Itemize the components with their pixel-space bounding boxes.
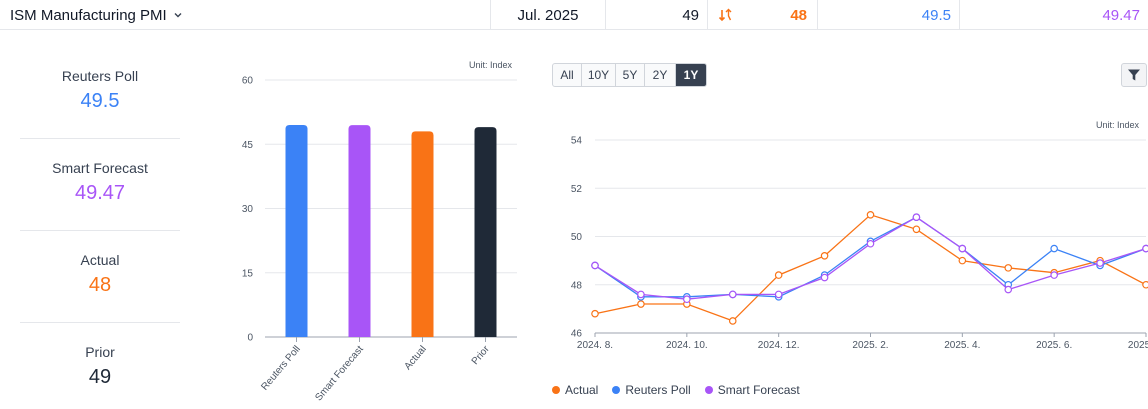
data-point-actual	[820, 252, 829, 260]
series-line-actual	[594, 214, 1147, 322]
bar-chart-x-tick-label: Prior	[470, 343, 492, 367]
data-point-smart-forecast	[1050, 271, 1058, 279]
stat-label: Actual	[80, 252, 120, 268]
data-point-smart-forecast	[958, 244, 967, 253]
line-chart-x-tick-label: 2025. 4.	[944, 340, 980, 350]
filter-icon	[1128, 69, 1140, 81]
line-chart-y-tick-label: 50	[571, 232, 583, 243]
bar-reuters-poll	[285, 124, 308, 337]
data-point-smart-forecast	[1004, 285, 1013, 294]
data-point-smart-forecast	[683, 295, 691, 304]
data-point-actual	[866, 210, 875, 219]
stat-value: 48	[88, 274, 112, 296]
bar-actual	[411, 131, 434, 337]
data-point-smart-forecast	[912, 213, 921, 222]
bar-chart-x-tick-label: Reuters Poll	[259, 344, 302, 393]
line-chart: Unit: Index 46 48 50 52 54 2024. 8. 2024. 10. 20…	[571, 120, 1148, 350]
series-line-smart-forecast	[594, 216, 1147, 300]
period-selector: All 10Y 5Y 2Y 1Y	[552, 63, 707, 87]
legend-label: Actual	[565, 383, 599, 397]
stat-smart-forecast: Smart Forecast 49.47	[20, 160, 180, 205]
data-point-actual	[1142, 280, 1148, 289]
bar-prior	[474, 127, 497, 337]
line-chart-x-tick-label: 2025. 8.	[1128, 340, 1148, 350]
legend-dot	[552, 386, 560, 394]
data-point-actual	[958, 256, 967, 265]
line-chart-y-tick-label: 46	[571, 329, 583, 340]
divider	[20, 138, 180, 139]
stat-value: 49	[88, 366, 112, 388]
data-point-actual	[1004, 264, 1013, 272]
data-point-actual	[912, 225, 921, 234]
data-point-reuters-poll	[1050, 244, 1058, 253]
legend-item-actual[interactable]: Actual	[552, 383, 598, 397]
legend-item-smart-forecast[interactable]: Smart Forecast	[704, 383, 800, 397]
stat-label: Prior	[85, 344, 115, 360]
smart-forecast-value: 49.47	[959, 0, 1148, 30]
reuters-poll-value: 49.5	[817, 0, 959, 30]
period-button-1y[interactable]: 1Y	[676, 64, 706, 86]
data-point-smart-forecast	[820, 273, 829, 282]
data-point-smart-forecast	[774, 290, 783, 299]
legend-dot	[612, 386, 621, 394]
line-chart-x-tick-label: 2024. 12.	[758, 340, 800, 350]
line-chart-unit-label: Unit: Index	[1096, 120, 1140, 130]
bar-chart-y-tick-label: 15	[242, 268, 254, 279]
data-point-smart-forecast	[637, 290, 645, 299]
data-point-actual	[637, 300, 645, 308]
trend-down-arrow-icon	[718, 8, 732, 22]
chevron-down-icon	[174, 13, 182, 18]
indicator-header-row: ISM Manufacturing PMI Jul. 2025 49 48 49…	[0, 0, 1148, 30]
release-date: Jul. 2025	[490, 0, 605, 30]
stat-value: 49.47	[74, 182, 126, 204]
data-point-smart-forecast	[591, 261, 599, 270]
period-button-2y[interactable]: 2Y	[645, 64, 676, 86]
line-chart-y-tick-label: 54	[571, 136, 583, 147]
stat-label: Smart Forecast	[52, 160, 148, 176]
indicator-dropdown[interactable]: ISM Manufacturing PMI	[10, 0, 183, 30]
divider	[20, 322, 180, 323]
period-button-all[interactable]: All	[553, 64, 582, 86]
stat-prior: Prior 49	[20, 344, 180, 389]
bar-chart-y-tick-label: 30	[242, 204, 254, 215]
data-point-smart-forecast	[1096, 259, 1104, 267]
line-chart-y-tick-label: 48	[571, 280, 583, 291]
bar-chart-y-tick-label: 60	[242, 76, 254, 87]
data-point-smart-forecast	[1142, 244, 1148, 253]
period-button-10y[interactable]: 10Y	[582, 64, 616, 86]
data-point-actual	[728, 317, 737, 325]
actual-value-cell: 48	[707, 0, 817, 30]
prior-value: 49	[605, 0, 707, 30]
data-point-actual	[774, 271, 783, 279]
period-button-5y[interactable]: 5Y	[616, 64, 645, 86]
stat-reuters-poll: Reuters Poll 49.5	[20, 68, 180, 113]
line-chart-x-tick-label: 2024. 8.	[577, 340, 613, 350]
bar-chart-x-tick-label: Actual	[403, 344, 429, 372]
indicator-title: ISM Manufacturing PMI	[10, 6, 167, 24]
bar-chart-y-tick-label: 45	[242, 140, 254, 151]
legend-label: Reuters Poll	[625, 383, 691, 397]
divider	[20, 230, 180, 231]
stat-label: Reuters Poll	[61, 68, 139, 84]
stat-actual: Actual 48	[20, 252, 180, 297]
line-chart-y-tick-label: 52	[571, 184, 583, 195]
line-chart-x-tick-label: 2025. 2.	[852, 340, 888, 350]
filter-button[interactable]	[1121, 63, 1147, 87]
line-chart-legend: Actual Reuters Poll Smart Forecast	[552, 383, 800, 397]
bar-chart: Unit: Index 0 15 30 45 60 Reuters Poll Smart Fo…	[242, 60, 517, 404]
line-chart-x-tick-label: 2025. 6.	[1036, 340, 1072, 350]
legend-dot	[704, 386, 713, 394]
bar-smart-forecast	[348, 125, 371, 337]
data-point-smart-forecast	[728, 290, 737, 299]
line-chart-x-tick-label: 2024. 10.	[666, 340, 708, 350]
legend-label: Smart Forecast	[717, 383, 800, 397]
bar-chart-unit-label: Unit: Index	[469, 60, 513, 70]
legend-item-reuters-poll[interactable]: Reuters Poll	[612, 383, 691, 397]
bar-chart-x-tick-label: Smart Forecast	[313, 344, 366, 404]
data-point-actual	[591, 309, 599, 318]
actual-value: 48	[790, 6, 807, 24]
data-point-smart-forecast	[866, 239, 875, 248]
bar-chart-y-tick-label: 0	[247, 333, 253, 344]
stat-value: 49.5	[80, 90, 120, 112]
